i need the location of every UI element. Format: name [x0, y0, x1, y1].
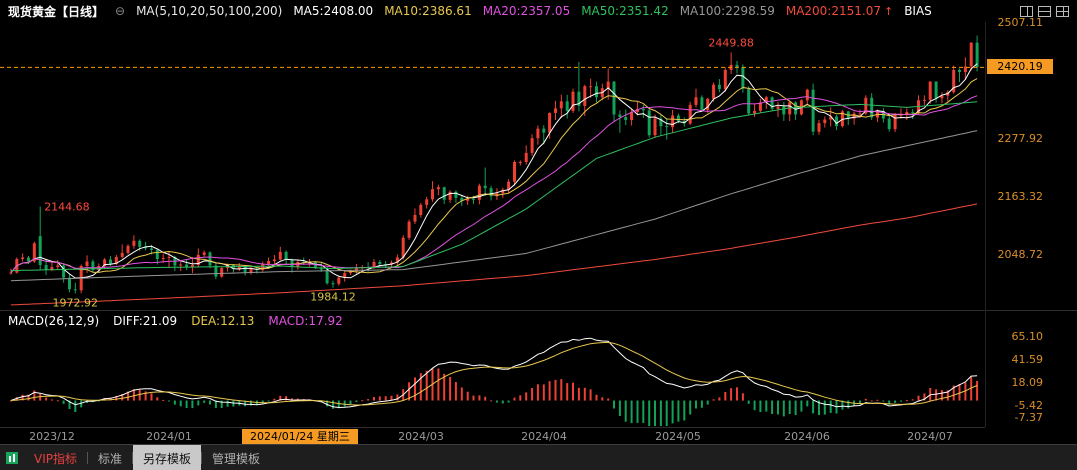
time-axis-label: 2024/05 — [655, 430, 701, 443]
tab-vip-indicators[interactable]: VIP指标 — [34, 451, 77, 466]
svg-text:1984.12: 1984.12 — [310, 291, 356, 304]
macd-chart[interactable] — [0, 330, 1077, 426]
macd-axis-label: -5.42 — [1014, 398, 1043, 412]
diff-value: DIFF:21.09 — [113, 313, 178, 328]
symbol-title[interactable]: 现货黄金【日线】 — [8, 4, 105, 19]
ma200-value: MA200:2151.07 — [785, 4, 881, 18]
time-axis-label: 2024/06 — [784, 430, 830, 443]
macd-axis-label: 18.09 — [1011, 375, 1044, 389]
ma100-value: MA100:2298.59 — [679, 4, 775, 18]
price-axis-label: 2277.92 — [997, 132, 1044, 146]
time-axis: 2023/12 2024/01 2024/03 2024/04 2024/05 … — [0, 427, 985, 445]
indicator-grid-icon[interactable] — [6, 452, 18, 464]
svg-text:2144.68: 2144.68 — [44, 201, 89, 214]
collapse-icon[interactable]: ⊖ — [115, 4, 126, 18]
time-axis-label: 2023/12 — [29, 430, 75, 443]
candlestick-chart[interactable]: 2144.68 1972.92 1984.12 2449.88 — [0, 22, 1077, 310]
svg-text:2449.88: 2449.88 — [708, 36, 754, 49]
price-axis-label: 2163.32 — [997, 190, 1044, 204]
layout-2col-icon[interactable] — [1020, 5, 1033, 17]
tab-separator — [201, 452, 203, 464]
ma5-value: MA5:2408.00 — [293, 4, 374, 18]
ma10-value: MA10:2386.61 — [384, 4, 472, 18]
time-axis-label: 2024/04 — [521, 430, 567, 443]
layout-2row-icon[interactable] — [1038, 5, 1051, 17]
dea-value: DEA:12.13 — [191, 313, 255, 328]
chart-header: 现货黄金【日线】 ⊖ MA(5,10,20,50,100,200) MA5:24… — [0, 0, 1077, 22]
chart-layout-toolbar — [1020, 5, 1069, 17]
macd-axis-label: 41.59 — [1011, 352, 1044, 366]
macd-value: MACD:17.92 — [268, 313, 343, 328]
tab-standard[interactable]: 标准 — [98, 451, 123, 466]
tab-separator — [87, 452, 88, 464]
template-tab-bar: VIP指标 标准 另存模板 管理模板 — [0, 444, 1077, 470]
ma50-value: MA50:2351.42 — [581, 4, 669, 18]
panel-divider — [0, 310, 1077, 311]
tab-save-template[interactable]: 另存模板 — [133, 445, 202, 470]
time-axis-label: 2024/03 — [398, 430, 444, 443]
ma-settings-label[interactable]: MA(5,10,20,50,100,200) — [136, 4, 283, 18]
bias-indicator-label[interactable]: BIAS — [904, 4, 932, 18]
layout-grid-icon[interactable] — [1056, 5, 1069, 17]
price-axis-label: 2507.11 — [997, 16, 1044, 30]
tab-separator — [132, 452, 134, 464]
price-axis-label: 2048.72 — [997, 248, 1044, 262]
macd-header: MACD(26,12,9) DIFF:21.09 DEA:12.13 MACD:… — [0, 311, 343, 330]
svg-text:1972.92: 1972.92 — [53, 296, 99, 309]
time-axis-label: 2024/07 — [907, 430, 953, 443]
ma20-value: MA20:2357.05 — [482, 4, 571, 18]
macd-axis-label: 65.10 — [1011, 329, 1044, 343]
tab-manage-template[interactable]: 管理模板 — [212, 451, 261, 466]
macd-axis-label: -7.37 — [1014, 410, 1043, 424]
axis-divider — [985, 22, 986, 427]
macd-title[interactable]: MACD(26,12,9) — [8, 313, 100, 328]
time-axis-label: 2024/01 — [146, 430, 192, 443]
current-price-tag: 2420.19 — [987, 59, 1053, 75]
selected-date-label: 2024/01/24 星期三 — [242, 429, 358, 444]
ma200-up-arrow-icon: ↑ — [883, 4, 894, 18]
